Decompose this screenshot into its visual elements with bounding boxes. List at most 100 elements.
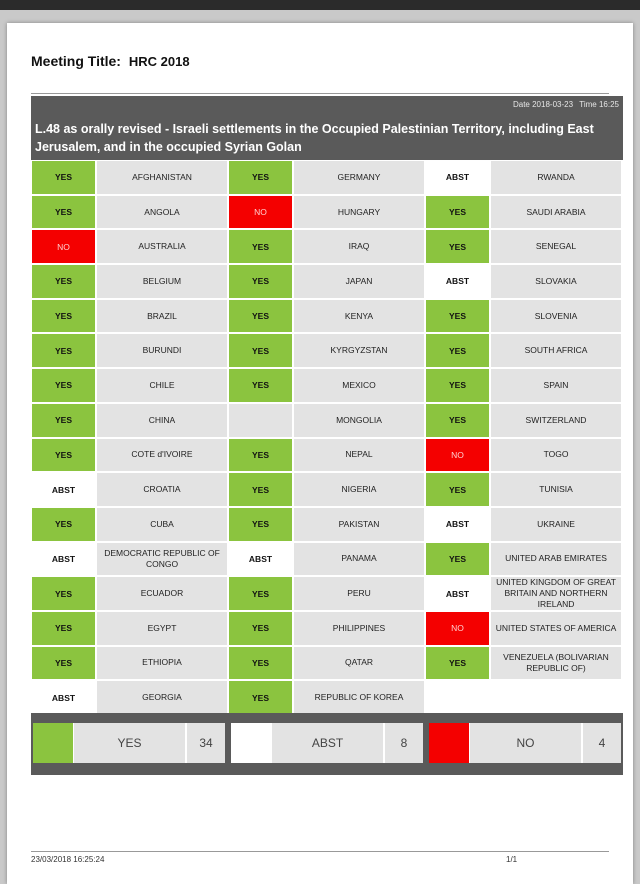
vote-cell: YES	[425, 368, 490, 403]
vote-cell: YES	[228, 610, 293, 646]
country-cell: SPAIN	[490, 368, 622, 403]
vote-row: YES CHILE YES MEXICO YES SPAIN	[31, 368, 623, 403]
top-bar	[0, 0, 640, 10]
country-cell: KYRGYZSTAN	[293, 333, 425, 369]
meeting-title: Meeting Title: HRC 2018	[31, 53, 190, 69]
no-count: 4	[581, 723, 621, 763]
vote-cell: YES	[31, 333, 96, 369]
vote-cell: YES	[228, 472, 293, 507]
resolution-title: L.48 as orally revised - Israeli settlem…	[35, 122, 594, 154]
country-cell: ANGOLA	[96, 194, 228, 230]
resolution-header: Date 2018-03-23 Time 16:25 L.48 as orall…	[31, 96, 623, 160]
vote-row: YES CUBA YES PAKISTAN ABST UKRAINE	[31, 506, 623, 542]
vote-cell: YES	[425, 298, 490, 334]
vote-grid: YES AFGHANISTAN YES GERMANY ABST RWANDA YES ANG…	[31, 160, 623, 715]
country-cell: AUSTRALIA	[96, 229, 228, 265]
vote-cell: YES	[31, 576, 96, 611]
vote-cell: YES	[31, 402, 96, 438]
vote-cell: YES	[31, 610, 96, 646]
vote-cell	[425, 680, 490, 715]
vote-cell	[228, 402, 293, 438]
vote-row: YES ANGOLA NO HUNGARY YES SAUDI ARABIA	[31, 194, 623, 230]
summary-yes: YES 34	[33, 723, 225, 763]
vote-row: YES CHINA MONGOLIA YES SWITZERLAND	[31, 402, 623, 438]
vote-cell: ABST	[228, 541, 293, 577]
vote-cell: YES	[228, 506, 293, 542]
vote-cell: YES	[31, 437, 96, 473]
country-cell: MONGOLIA	[293, 402, 425, 438]
vote-cell: ABST	[31, 472, 96, 507]
country-cell: UNITED STATES OF AMERICA	[490, 610, 622, 646]
vote-cell: YES	[31, 160, 96, 195]
no-color-swatch	[429, 723, 469, 763]
vote-cell: NO	[425, 437, 490, 473]
country-cell: VENEZUELA (BOLIVARIAN REPUBLIC OF)	[490, 645, 622, 681]
country-cell: ECUADOR	[96, 576, 228, 611]
vote-cell: YES	[31, 506, 96, 542]
country-cell: JAPAN	[293, 264, 425, 299]
vote-cell: YES	[425, 645, 490, 681]
country-cell: SAUDI ARABIA	[490, 194, 622, 230]
country-cell: CROATIA	[96, 472, 228, 507]
country-cell: PAKISTAN	[293, 506, 425, 542]
country-cell: PERU	[293, 576, 425, 611]
vote-cell: ABST	[425, 576, 490, 611]
country-cell: DEMOCRATIC REPUBLIC OF CONGO	[96, 541, 228, 577]
vote-row: YES AFGHANISTAN YES GERMANY ABST RWANDA	[31, 160, 623, 195]
vote-row: YES COTE d'IVOIRE YES NEPAL NO TOGO	[31, 437, 623, 473]
time-text: Time 16:25	[579, 100, 619, 109]
country-cell: GEORGIA	[96, 680, 228, 715]
country-cell: NEPAL	[293, 437, 425, 473]
summary-no: NO 4	[429, 723, 621, 763]
footer-page-number: 1/1	[506, 855, 518, 864]
vote-cell: YES	[228, 576, 293, 611]
country-cell: KENYA	[293, 298, 425, 334]
country-cell: PHILIPPINES	[293, 610, 425, 646]
vote-row: YES BELGIUM YES JAPAN ABST SLOVAKIA	[31, 264, 623, 299]
country-cell: NIGERIA	[293, 472, 425, 507]
vote-cell: NO	[425, 610, 490, 646]
country-cell: PANAMA	[293, 541, 425, 577]
country-cell: RWANDA	[490, 160, 622, 195]
footer-divider	[31, 851, 609, 852]
vote-summary: YES 34 ABST 8 NO 4	[31, 713, 623, 775]
country-cell: SLOVAKIA	[490, 264, 622, 299]
country-cell: CHINA	[96, 402, 228, 438]
vote-cell: YES	[425, 402, 490, 438]
vote-cell: ABST	[425, 160, 490, 195]
vote-row: YES ECUADOR YES PERU ABST UNITED KINGDOM OF G…	[31, 576, 623, 611]
country-cell: COTE d'IVOIRE	[96, 437, 228, 473]
vote-cell: YES	[228, 333, 293, 369]
meeting-name: HRC 2018	[128, 54, 190, 69]
vote-cell: YES	[228, 298, 293, 334]
vote-cell: YES	[425, 541, 490, 577]
vote-cell: NO	[31, 229, 96, 265]
vote-cell: YES	[228, 229, 293, 265]
vote-cell: ABST	[425, 506, 490, 542]
country-cell: UNITED ARAB EMIRATES	[490, 541, 622, 577]
abst-count: 8	[383, 723, 423, 763]
vote-row: YES BRAZIL YES KENYA YES SLOVENIA	[31, 298, 623, 334]
meeting-label: Meeting Title:	[31, 53, 121, 69]
vote-row: ABST GEORGIA YES REPUBLIC OF KOREA	[31, 680, 623, 715]
yes-count: 34	[185, 723, 225, 763]
vote-cell: YES	[425, 472, 490, 507]
vote-cell: ABST	[425, 264, 490, 299]
country-cell: REPUBLIC OF KOREA	[293, 680, 425, 715]
vote-cell: ABST	[31, 680, 96, 715]
summary-abst: ABST 8	[231, 723, 423, 763]
country-cell: BELGIUM	[96, 264, 228, 299]
country-cell: MEXICO	[293, 368, 425, 403]
abst-label: ABST	[271, 723, 383, 763]
vote-cell: YES	[31, 194, 96, 230]
country-cell: TUNISIA	[490, 472, 622, 507]
country-cell: TOGO	[490, 437, 622, 473]
country-cell: UKRAINE	[490, 506, 622, 542]
country-cell: IRAQ	[293, 229, 425, 265]
yes-label: YES	[73, 723, 185, 763]
vote-row: NO AUSTRALIA YES IRAQ YES SENEGAL	[31, 229, 623, 265]
vote-cell: YES	[228, 264, 293, 299]
country-cell: SENEGAL	[490, 229, 622, 265]
date-time: Date 2018-03-23 Time 16:25	[513, 100, 619, 109]
vote-cell: YES	[228, 368, 293, 403]
